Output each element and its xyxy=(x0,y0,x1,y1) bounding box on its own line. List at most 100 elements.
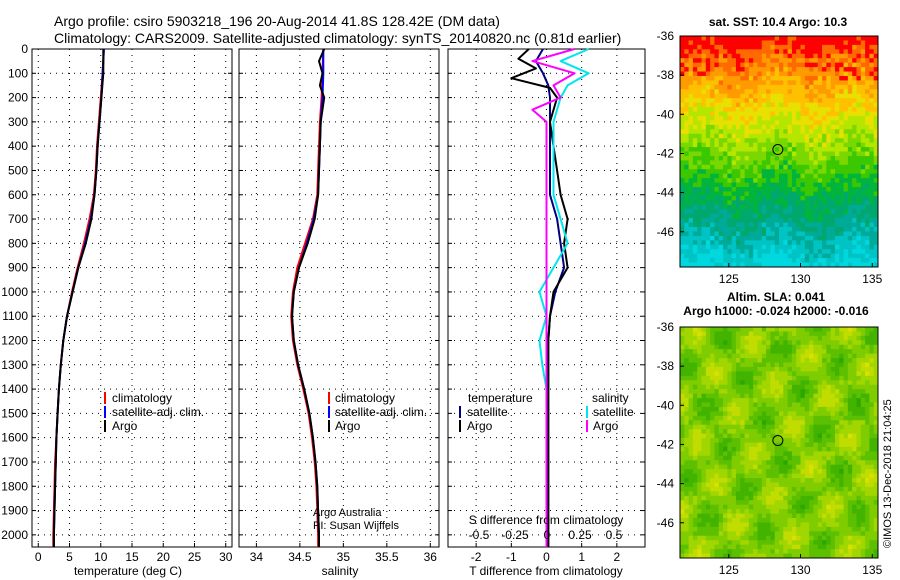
heatmap-cell xyxy=(817,102,823,108)
heatmap-cell xyxy=(856,518,862,523)
heatmap-cell xyxy=(783,353,788,359)
heatmap-cell xyxy=(822,380,827,386)
heatmap-cell xyxy=(822,469,827,474)
heatmap-cell xyxy=(714,518,720,523)
heatmap-cell xyxy=(684,358,689,363)
heatmap-cell xyxy=(714,380,720,386)
heatmap-cell xyxy=(710,344,715,350)
heatmap-cell xyxy=(714,393,720,399)
heatmap-cell xyxy=(688,362,694,368)
heatmap-cell xyxy=(817,424,823,430)
heatmap-cell xyxy=(865,460,870,466)
heatmap-cell xyxy=(770,415,776,421)
heatmap-cell xyxy=(809,540,814,546)
heatmap-cell xyxy=(809,98,814,104)
heatmap-cell xyxy=(710,358,715,363)
heatmap-cell xyxy=(873,195,879,201)
heatmap-cell xyxy=(800,173,806,179)
heatmap-cell xyxy=(804,469,810,474)
heatmap-cell xyxy=(865,366,870,372)
heatmap-cell xyxy=(748,164,754,170)
heatmap-cell xyxy=(800,209,806,215)
heatmap-cell xyxy=(714,398,720,403)
heatmap-cell xyxy=(770,204,776,210)
heatmap-cell xyxy=(705,107,711,112)
heatmap-cell xyxy=(680,482,685,488)
heatmap-cell xyxy=(753,340,758,346)
heatmap-cell xyxy=(731,406,737,412)
heatmap-cell xyxy=(735,173,741,179)
heatmap-cell xyxy=(705,540,711,546)
heatmap-cell xyxy=(714,429,720,435)
heatmap-cell xyxy=(697,473,702,479)
heatmap-cell xyxy=(735,187,741,192)
heatmap-cell xyxy=(787,258,793,263)
heatmap-cell xyxy=(701,253,707,259)
heatmap-cell xyxy=(860,227,866,232)
heatmap-cell xyxy=(714,218,720,223)
heatmap-cell xyxy=(714,164,720,170)
heatmap-cell xyxy=(787,402,793,408)
heatmap-cell xyxy=(809,218,814,223)
heatmap-cell xyxy=(817,349,823,355)
heatmap-cell xyxy=(847,49,853,55)
heatmap-cell xyxy=(787,36,793,41)
heatmap-cell xyxy=(809,460,814,466)
heatmap-cell xyxy=(705,526,711,532)
heatmap-cell xyxy=(796,478,801,483)
heatmap-cell xyxy=(692,155,698,161)
heatmap-cell xyxy=(865,115,870,121)
heatmap-cell xyxy=(800,371,806,377)
heatmap-cell xyxy=(714,249,720,255)
heatmap-cell xyxy=(727,107,733,112)
heatmap-cell xyxy=(809,535,814,541)
heatmap-cell xyxy=(852,358,857,363)
heatmap-cell xyxy=(860,331,866,337)
heatmap-cell xyxy=(779,67,784,72)
heatmap-cell xyxy=(718,213,724,219)
heatmap-cell xyxy=(761,469,767,474)
heatmap-cell xyxy=(800,522,806,528)
heatmap-cell xyxy=(740,384,745,390)
heatmap-cell xyxy=(800,344,806,350)
heatmap-cell xyxy=(740,415,745,421)
heatmap-cell xyxy=(735,164,741,170)
heatmap-cell xyxy=(731,102,737,108)
heatmap-cell xyxy=(770,169,776,175)
heatmap-cell xyxy=(813,160,819,166)
heatmap-cell xyxy=(710,182,715,188)
heatmap-cell xyxy=(692,142,698,148)
heatmap-cell xyxy=(692,398,698,403)
heatmap-cell xyxy=(869,531,875,537)
heatmap-cell xyxy=(791,411,797,417)
heatmap-cell xyxy=(847,178,853,183)
heatmap-cell xyxy=(740,62,745,68)
heatmap-cell xyxy=(748,129,754,135)
heatmap-cell xyxy=(800,187,806,192)
heatmap-cell xyxy=(779,75,784,81)
heatmap-cell xyxy=(865,327,870,332)
heatmap-cell xyxy=(761,491,767,497)
heatmap-cell xyxy=(856,231,862,237)
heatmap-cell xyxy=(770,160,776,166)
heatmap-cell xyxy=(847,98,853,104)
heatmap-cell xyxy=(735,133,741,139)
heatmap-cell xyxy=(761,393,767,399)
heatmap-cell xyxy=(766,371,771,377)
heatmap-cell xyxy=(714,253,720,259)
heatmap-cell xyxy=(779,213,784,219)
heatmap-cell xyxy=(830,36,836,41)
heatmap-cell xyxy=(680,253,685,259)
heatmap-cell xyxy=(774,464,780,470)
heatmap-cell xyxy=(684,44,689,50)
heatmap-cell xyxy=(779,469,784,474)
heatmap-cell xyxy=(856,107,862,112)
heatmap-cell xyxy=(873,371,879,377)
heatmap-cell xyxy=(865,455,870,461)
heatmap-cell xyxy=(692,107,698,112)
heatmap-cell xyxy=(830,222,836,228)
heatmap-cell xyxy=(766,442,771,448)
heatmap-cell xyxy=(796,371,801,377)
heatmap-cell xyxy=(834,133,840,139)
heatmap-cell xyxy=(727,349,733,355)
